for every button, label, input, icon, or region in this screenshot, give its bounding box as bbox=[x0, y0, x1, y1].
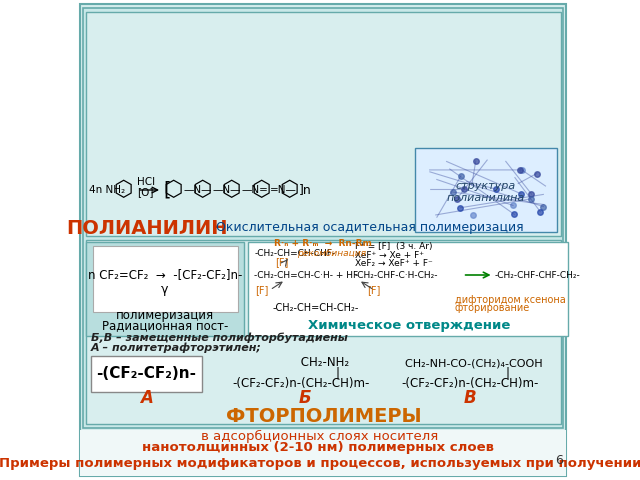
Text: фторирование: фторирование bbox=[455, 303, 530, 313]
Text: -CH₂-CH=CH-CH₂-: -CH₂-CH=CH-CH₂- bbox=[273, 303, 359, 313]
FancyBboxPatch shape bbox=[80, 4, 566, 476]
Text: Б: Б bbox=[298, 389, 311, 407]
Text: А – политетрафторэтилен;: А – политетрафторэтилен; bbox=[91, 343, 262, 353]
Text: =N—: =N— bbox=[270, 185, 297, 195]
Text: ФТОРПОЛИМЕРЫ: ФТОРПОЛИМЕРЫ bbox=[226, 407, 422, 425]
Text: |: | bbox=[261, 367, 340, 380]
Text: Окислительная осадительная полимеризация: Окислительная осадительная полимеризация bbox=[216, 221, 524, 235]
Text: Б,В – замещенные полифторбутадиены: Б,В – замещенные полифторбутадиены bbox=[91, 333, 348, 343]
Text: полимеризация: полимеризация bbox=[116, 310, 214, 323]
Text: [F]: [F] bbox=[255, 285, 269, 295]
FancyBboxPatch shape bbox=[80, 430, 566, 476]
Text: -(CF₂-CF₂)n-(CH₂-CH)m-: -(CF₂-CF₂)n-(CH₂-CH)m- bbox=[232, 376, 369, 389]
Text: дифторидом ксенона: дифторидом ксенона bbox=[455, 295, 566, 305]
Text: CH₂-NH₂: CH₂-NH₂ bbox=[252, 357, 349, 370]
Text: ]n: ]n bbox=[300, 183, 312, 196]
Text: 6: 6 bbox=[555, 454, 563, 467]
Text: ⬡: ⬡ bbox=[193, 180, 212, 200]
Text: n CF₂=CF₂  →  -[CF₂-CF₂]n-: n CF₂=CF₂ → -[CF₂-CF₂]n- bbox=[88, 268, 242, 281]
FancyBboxPatch shape bbox=[83, 8, 563, 428]
Text: —N—: —N— bbox=[212, 185, 241, 195]
Text: -(CF₂-CF₂)n-: -(CF₂-CF₂)n- bbox=[97, 367, 196, 382]
FancyBboxPatch shape bbox=[86, 242, 244, 336]
Text: -(CF₂-CF₂)n-(CH₂-CH)m-: -(CF₂-CF₂)n-(CH₂-CH)m- bbox=[402, 376, 539, 389]
Text: CH₂-NH-CO-(CH₂)₄-COOH: CH₂-NH-CO-(CH₂)₄-COOH bbox=[398, 358, 543, 368]
Text: —N—: —N— bbox=[184, 185, 212, 195]
Text: нанотолщинных (2-10 нм) полимерных слоев: нанотолщинных (2-10 нм) полимерных слоев bbox=[141, 442, 499, 455]
FancyBboxPatch shape bbox=[248, 242, 568, 336]
Text: -CH₂-CH=CH-C·H- + HF: -CH₂-CH=CH-C·H- + HF bbox=[255, 271, 358, 279]
FancyBboxPatch shape bbox=[415, 148, 557, 232]
Text: XeF⁺ → Xe + F⁺: XeF⁺ → Xe + F⁺ bbox=[355, 251, 424, 260]
FancyBboxPatch shape bbox=[86, 12, 561, 236]
Text: Радиационная пост-: Радиационная пост- bbox=[102, 320, 228, 333]
Text: [F]: [F] bbox=[367, 285, 381, 295]
Text: ⬡: ⬡ bbox=[251, 180, 270, 200]
Text: А: А bbox=[140, 389, 153, 407]
Text: |: | bbox=[431, 367, 510, 380]
Text: Примеры полимерных модификаторов и процессов, используемых при получении: Примеры полимерных модификаторов и проце… bbox=[0, 457, 640, 470]
FancyBboxPatch shape bbox=[93, 246, 237, 312]
Text: ПОЛИАНИЛИН: ПОЛИАНИЛИН bbox=[66, 218, 227, 238]
Text: ⬡: ⬡ bbox=[114, 180, 133, 200]
FancyBboxPatch shape bbox=[86, 240, 561, 424]
Text: 4n NH₂: 4n NH₂ bbox=[90, 185, 125, 195]
Text: HCl: HCl bbox=[137, 177, 156, 187]
Text: -CH₂-CH=CH-CHF-: -CH₂-CH=CH-CHF- bbox=[255, 249, 336, 257]
Text: XeF₂ → XeF⁺ + F⁻: XeF₂ → XeF⁺ + F⁻ bbox=[355, 259, 433, 267]
Text: -CH₂-CHF-CHF-CH₂-: -CH₂-CHF-CHF-CH₂- bbox=[495, 271, 581, 279]
FancyBboxPatch shape bbox=[91, 356, 202, 392]
Text: Химическое отверждение: Химическое отверждение bbox=[307, 320, 510, 333]
Text: [F]: [F] bbox=[275, 257, 288, 267]
Text: F⁺ = [F]  (3 ч. Ar): F⁺ = [F] (3 ч. Ar) bbox=[355, 242, 432, 252]
Text: —N=: —N= bbox=[241, 185, 268, 195]
Text: ⬡: ⬡ bbox=[221, 180, 241, 200]
Text: в адсорбционных слоях носителя: в адсорбционных слоях носителя bbox=[202, 430, 438, 443]
Text: γ: γ bbox=[161, 284, 169, 297]
Text: структура
полианилина: структура полианилина bbox=[447, 181, 525, 203]
Text: -CH₂-CHF-C·H-CH₂-: -CH₂-CHF-C·H-CH₂- bbox=[355, 271, 438, 279]
Text: ⬡: ⬡ bbox=[164, 180, 183, 200]
Text: [O]: [O] bbox=[137, 187, 154, 197]
Text: R·ₙ + R·ₘ  →  Rn-Rm: R·ₙ + R·ₘ → Rn-Rm bbox=[274, 240, 372, 249]
Text: В: В bbox=[464, 389, 477, 407]
Text: ⬡: ⬡ bbox=[280, 180, 299, 200]
Text: [: [ bbox=[163, 180, 171, 200]
Text: рекомбинация: рекомбинация bbox=[297, 249, 366, 257]
